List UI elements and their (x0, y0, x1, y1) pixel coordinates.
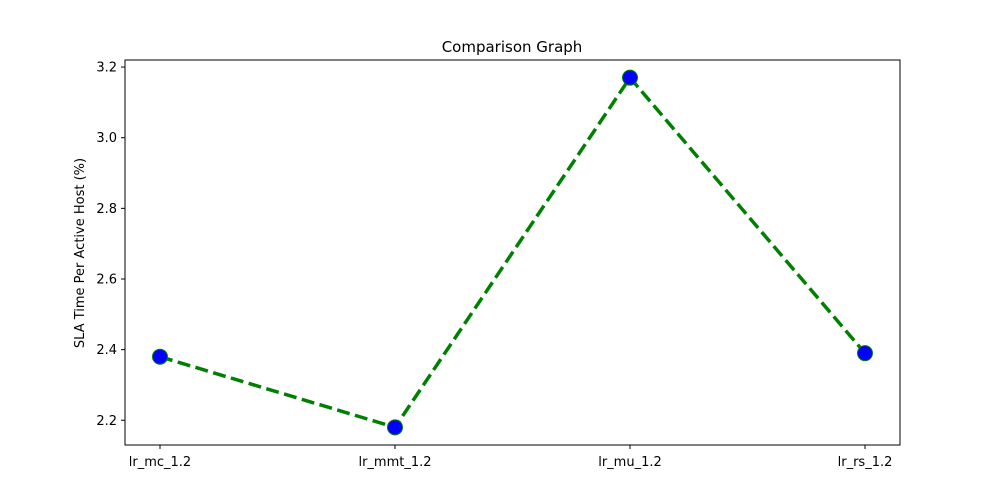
data-point-marker (622, 69, 638, 86)
data-point-marker (152, 348, 168, 365)
y-tick-label: 3.2 (96, 61, 117, 76)
y-tick-label: 2.4 (96, 343, 117, 358)
chart-title: Comparison Graph (442, 38, 583, 56)
y-axis-label: SLA Time Per Active Host (%) (73, 158, 88, 348)
y-tick-label: 2.6 (96, 272, 117, 287)
data-point-marker (387, 419, 403, 436)
x-tick-label: lr_mmt_1.2 (358, 455, 431, 470)
series-line (159, 75, 867, 430)
y-tick-label: 2.8 (96, 202, 117, 217)
y-tick-label: 3.0 (96, 131, 117, 146)
x-tick-label: lr_mc_1.2 (129, 455, 191, 470)
plot-area: 2.2 2.4 2.6 2.8 3.0 3.2 lr_mc_1.2 lr_mmt_1.2 lr_… (96, 59, 901, 470)
data-point-marker (857, 345, 873, 362)
y-tick-label: 2.2 (96, 414, 117, 429)
x-tick-label: lr_mu_1.2 (598, 455, 662, 470)
x-tick-label: lr_rs_1.2 (838, 455, 893, 470)
axes-frame (124, 59, 901, 446)
